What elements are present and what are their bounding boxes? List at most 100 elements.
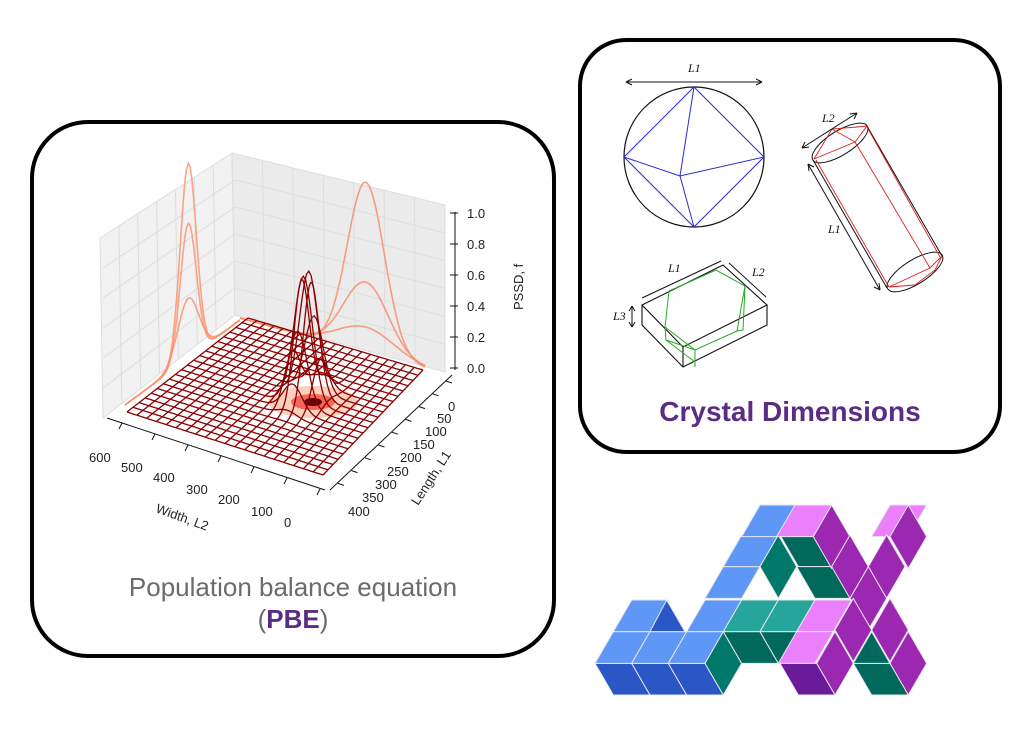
length-tick — [337, 482, 345, 486]
pane-gridline — [102, 233, 236, 329]
width-axis: 600 500 400 300 200 100 0 — [89, 417, 326, 530]
width-tick-label: 400 — [153, 470, 175, 485]
surface-line — [273, 356, 380, 460]
z-tick-label: 0.0 — [467, 361, 485, 376]
width-tick-label: 200 — [218, 492, 240, 507]
pane-gridline — [234, 179, 446, 234]
width-tick — [217, 455, 222, 463]
surface-line — [205, 350, 389, 408]
surface-line — [293, 361, 398, 467]
logo-cube-face — [834, 597, 873, 663]
surface-line — [247, 317, 424, 371]
logo-cube-face — [852, 630, 891, 664]
projection-curve-left — [124, 297, 241, 406]
pane-gridline — [102, 206, 236, 299]
length-tick — [405, 418, 412, 422]
surface-line — [241, 322, 419, 376]
octahedron-crystal: L1 — [623, 61, 765, 228]
surface-line — [223, 336, 404, 392]
length-tick-label: 150 — [413, 437, 435, 452]
width-tick — [151, 433, 156, 441]
z-tick-label: 0.8 — [467, 237, 485, 252]
pane-gridline — [234, 260, 446, 317]
length-tick — [351, 470, 358, 474]
length-tick-label: 50 — [437, 411, 451, 426]
pbe-title: Population balance equation — [128, 572, 458, 602]
pane-gridline — [234, 233, 446, 289]
surface-line — [229, 331, 409, 387]
logo-cube-face — [779, 662, 836, 696]
length-tick-label: 100 — [425, 424, 447, 439]
box-crystal: L1 L2 L3 — [612, 260, 768, 368]
width-axis-line — [106, 417, 326, 491]
width-tick — [316, 488, 321, 496]
length-tick-label: 200 — [400, 450, 422, 465]
surface-line — [244, 278, 354, 451]
surface-line — [224, 343, 336, 444]
length-tick — [378, 444, 385, 448]
jax-logo — [594, 504, 928, 696]
length-tick-label: 0 — [448, 399, 455, 414]
length-tick — [432, 393, 439, 397]
length-tick — [364, 457, 372, 461]
crystal-dimensions-panel — [578, 38, 1002, 454]
width-tick — [250, 466, 255, 474]
pane-gridline — [102, 179, 236, 269]
width-tick — [283, 477, 288, 485]
width-tick-label: 600 — [89, 450, 111, 465]
surface-line — [217, 340, 399, 397]
z-tick-label: 0.4 — [467, 299, 485, 314]
projection-curve-back — [239, 317, 426, 367]
logo-cube-face — [889, 504, 928, 570]
surface-line — [302, 364, 406, 470]
width-axis-label: Width, L2 — [154, 501, 211, 534]
z-tick-label: 0.6 — [467, 268, 485, 283]
pane-gridline — [102, 260, 236, 359]
surface-line — [199, 315, 384, 413]
paren-open: ( — [257, 604, 267, 634]
z-tick-label: 1.0 — [467, 206, 485, 221]
surface-line — [253, 281, 363, 454]
crystal-dimensions-title: Crystal Dimensions — [659, 396, 921, 427]
pane-gridline — [234, 287, 446, 345]
paren-close: ) — [319, 604, 329, 634]
cylinder-l2-label: L2 — [821, 111, 835, 125]
surface-line — [211, 345, 394, 403]
width-tick-label: 0 — [284, 515, 291, 530]
surface-line — [235, 326, 414, 382]
back-pane — [231, 152, 446, 373]
surface-line — [312, 366, 415, 473]
length-tick-label: 300 — [375, 477, 397, 492]
box-l1-label: L1 — [667, 261, 681, 275]
surface-wireframe — [126, 269, 424, 476]
logo-cube-face — [649, 598, 686, 633]
cylinder-l1-label: L1 — [827, 222, 841, 236]
box-l3-label: L3 — [612, 309, 626, 323]
length-tick — [445, 380, 453, 384]
width-tick-label: 500 — [121, 460, 143, 475]
pbe-acronym: PBE — [266, 604, 320, 634]
z-tick-label: 0.2 — [467, 330, 485, 345]
projection-curves — [124, 161, 426, 406]
width-tick — [184, 444, 189, 452]
length-tick — [418, 406, 426, 410]
z-axis-label: PSSD, f — [511, 263, 526, 310]
logo-cube-face — [759, 533, 798, 600]
width-tick-label: 100 — [251, 504, 273, 519]
surface-line — [322, 369, 424, 476]
length-tick-label: 250 — [387, 464, 409, 479]
surface-line — [283, 359, 389, 463]
logo-cube-face — [704, 566, 761, 599]
pane-grid — [102, 160, 446, 404]
width-tick-label: 300 — [186, 482, 208, 497]
cylinder-crystal: L2 L1 — [801, 111, 944, 293]
width-tick — [118, 422, 123, 430]
surface-line — [193, 269, 379, 418]
pbe-acronym-line: (PBE) — [30, 604, 556, 635]
logo-cube-face — [871, 597, 909, 663]
octahedron-l1-label: L1 — [687, 61, 701, 75]
box-l2-label: L2 — [751, 265, 765, 279]
length-tick-label: 400 — [348, 504, 370, 519]
